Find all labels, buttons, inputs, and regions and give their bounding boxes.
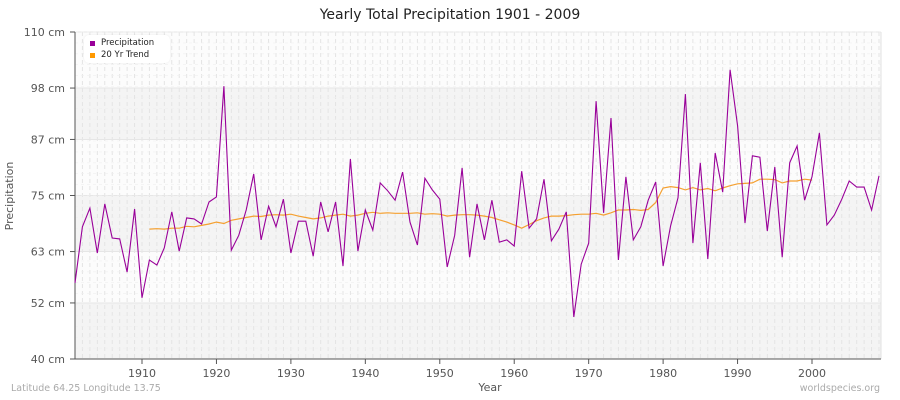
x-tick-label: 2000 xyxy=(798,367,826,380)
legend-label: Precipitation xyxy=(101,38,155,48)
x-tick-label: 1920 xyxy=(202,367,230,380)
location-caption: Latitude 64.25 Longitude 13.75 xyxy=(11,383,161,394)
y-axis-label: Precipitation xyxy=(3,162,16,231)
y-tick-label: 87 cm xyxy=(31,133,65,146)
x-tick-label: 1960 xyxy=(500,367,528,380)
x-tick-label: 1970 xyxy=(575,367,603,380)
source-credit: worldspecies.org xyxy=(799,383,880,394)
x-tick-label: 1930 xyxy=(277,367,305,380)
x-tick-label: 1940 xyxy=(351,367,379,380)
tick-labels: 40 cm 52 cm 63 cm 75 cm 87 cm 98 cm 110 cm 1910… xyxy=(24,26,826,380)
legend-label: 20 Yr Trend xyxy=(101,50,150,60)
y-tick-label: 75 cm xyxy=(31,190,65,203)
trend-swatch-icon xyxy=(90,52,95,58)
x-tick-label: 1990 xyxy=(724,367,752,380)
legend-item-trend: 20 Yr Trend xyxy=(90,49,149,61)
x-tick-label: 1950 xyxy=(426,367,454,380)
y-tick-label: 52 cm xyxy=(31,297,65,310)
x-tick-label: 1980 xyxy=(649,367,677,380)
legend-item-precipitation: Precipitation xyxy=(90,37,154,49)
trend-line xyxy=(149,178,813,230)
chart-title: Yearly Total Precipitation 1901 - 2009 xyxy=(319,7,581,23)
y-tick-label: 40 cm xyxy=(31,353,65,366)
y-tick-label: 63 cm xyxy=(31,246,65,259)
chart-legend: Precipitation 20 Yr Trend xyxy=(84,35,170,63)
grid-lines xyxy=(75,31,882,360)
x-tick-label: 1910 xyxy=(128,367,156,380)
y-tick-label: 98 cm xyxy=(31,82,65,95)
y-tick-label: 110 cm xyxy=(24,26,65,39)
x-axis-label: Year xyxy=(477,381,502,394)
precipitation-swatch-icon xyxy=(90,40,95,46)
precipitation-line xyxy=(74,69,880,318)
